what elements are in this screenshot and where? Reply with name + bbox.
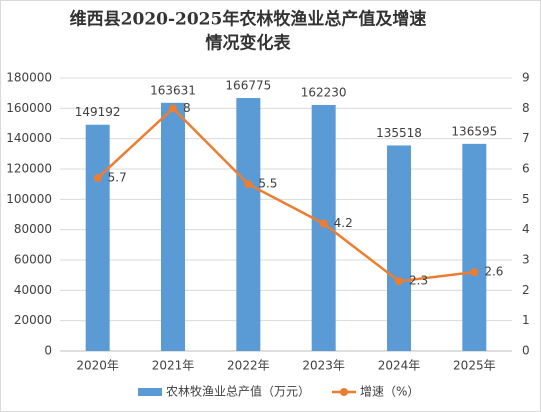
- y2-tick-label: 7: [522, 131, 530, 145]
- x-tick-label: 2024年: [378, 359, 421, 373]
- x-tick-label: 2021年: [152, 359, 195, 373]
- legend-label: 农林牧渔业总产值（万元）: [166, 384, 310, 399]
- line-label: 5.7: [108, 171, 127, 185]
- y2-tick-label: 0: [522, 344, 530, 358]
- y-tick-label: 100000: [6, 192, 52, 206]
- line-label: 5.5: [258, 177, 277, 191]
- bar: [387, 145, 411, 351]
- line-marker: [244, 180, 253, 189]
- line-marker: [169, 104, 177, 113]
- line-marker: [395, 277, 403, 286]
- line-marker: [319, 219, 328, 228]
- y-tick-label: 140000: [6, 131, 52, 145]
- line-label: 2.3: [409, 274, 428, 288]
- y2-tick-label: 8: [522, 101, 530, 115]
- y-tick-label: 60000: [14, 253, 52, 267]
- legend-label: 增速（%）: [360, 385, 419, 399]
- bar-label: 149192: [75, 105, 121, 119]
- y2-tick-label: 2: [522, 283, 530, 297]
- y-tick-label: 80000: [14, 222, 52, 236]
- bar: [311, 104, 336, 351]
- bar: [161, 102, 185, 351]
- y2-tick-label: 6: [522, 162, 530, 176]
- bar-label: 136595: [451, 124, 497, 138]
- bar-label: 135518: [376, 126, 422, 140]
- line-label: 2.6: [484, 265, 503, 279]
- y2-tick-label: 3: [522, 253, 530, 267]
- bar: [462, 143, 487, 351]
- bar-label: 162230: [301, 85, 347, 99]
- line-label: 8: [183, 101, 191, 115]
- y2-tick-label: 1: [522, 313, 530, 327]
- line: [96, 106, 475, 283]
- y2-tick-label: 9: [522, 71, 530, 85]
- x-tick-label: 2023年: [302, 359, 345, 373]
- chart-title: 维西县2020-2025年农林牧渔业总产值及增速: [70, 9, 427, 30]
- bar: [85, 124, 110, 351]
- x-tick-label: 2022年: [227, 359, 270, 373]
- y2-tick-label: 5: [522, 192, 530, 206]
- line-marker: [470, 268, 479, 277]
- y-tick-label: 160000: [6, 101, 52, 115]
- x-tick-label: 2025年: [453, 359, 496, 373]
- bar: [236, 98, 261, 351]
- y-tick-label: 120000: [6, 162, 52, 176]
- legend-swatch: [340, 388, 349, 396]
- y2-tick-label: 4: [522, 222, 530, 236]
- bar-label: 166775: [225, 79, 271, 93]
- legend-swatch: [138, 388, 162, 396]
- line-label: 4.2: [334, 216, 353, 230]
- line-marker: [93, 174, 102, 183]
- y-tick-label: 0: [44, 344, 52, 358]
- x-tick-label: 2020年: [76, 359, 119, 373]
- bar-label: 163631: [150, 83, 196, 97]
- chart-title: 情况变化表: [206, 33, 292, 54]
- y-tick-label: 180000: [6, 71, 52, 85]
- y-tick-label: 40000: [14, 283, 52, 297]
- y-tick-label: 20000: [14, 313, 52, 327]
